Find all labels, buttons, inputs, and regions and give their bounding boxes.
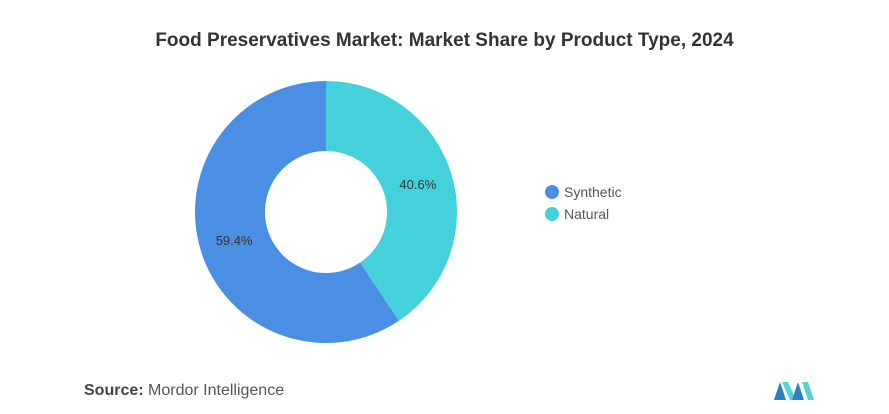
legend-swatch-natural bbox=[545, 207, 559, 221]
slice-synthetic bbox=[195, 81, 399, 343]
source-text: Mordor Intelligence bbox=[148, 382, 285, 399]
source-note: Source: Mordor Intelligence bbox=[84, 382, 284, 400]
data-label-natural: 40.6% bbox=[399, 177, 436, 192]
legend: Synthetic Natural bbox=[545, 181, 622, 225]
mordor-intelligence-logo bbox=[774, 382, 814, 400]
legend-item-natural: Natural bbox=[545, 203, 622, 225]
chart-title: Food Preservatives Market: Market Share … bbox=[155, 30, 734, 51]
data-label-synthetic: 59.4% bbox=[216, 233, 253, 248]
legend-item-synthetic: Synthetic bbox=[545, 181, 622, 203]
slice-natural bbox=[326, 81, 458, 321]
legend-label-synthetic: Synthetic bbox=[564, 184, 622, 200]
source-label: Source: bbox=[84, 382, 144, 399]
legend-label-natural: Natural bbox=[564, 206, 610, 222]
legend-swatch-synthetic bbox=[545, 185, 559, 199]
